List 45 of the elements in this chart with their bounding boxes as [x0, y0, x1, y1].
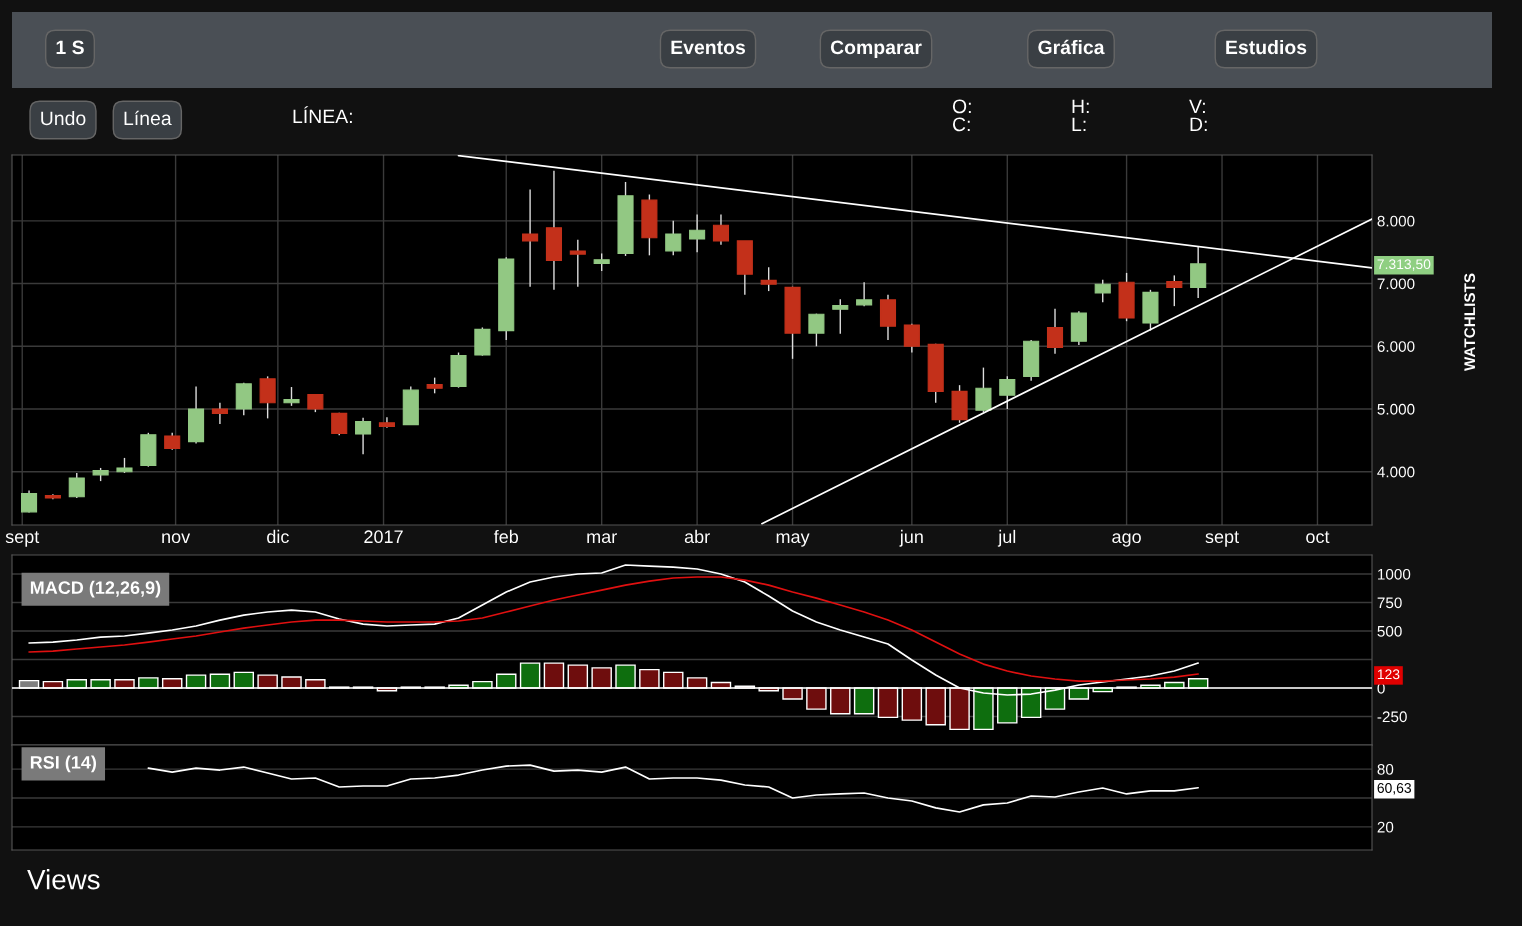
x-tick-label: ago — [1112, 533, 1141, 547]
x-tick-label: may — [776, 533, 810, 547]
y-tick-label: 1000 — [1378, 568, 1411, 580]
x-tick-label: sept — [1205, 531, 1239, 547]
text: C: — [952, 117, 970, 132]
y-tick-label: 4.000 — [1377, 466, 1415, 478]
y-tick-label: 5.000 — [1377, 403, 1415, 415]
x-tick-label: jul — [997, 529, 1016, 547]
x-tick-label: sept — [5, 531, 40, 547]
text: H: — [1072, 99, 1089, 114]
text: Gráfica — [1038, 39, 1105, 55]
y-tick-label: 123 — [1377, 669, 1400, 680]
y-tick-label: 500 — [1377, 625, 1402, 637]
y-tick-label: 20 — [1377, 821, 1394, 833]
y-tick-label: 750 — [1377, 597, 1402, 609]
text: V: — [1189, 99, 1205, 114]
text: RSI (14) — [30, 755, 97, 773]
y-tick-label: 7.313,50 — [1377, 259, 1431, 271]
text: Views — [27, 869, 100, 890]
text: D: — [1190, 117, 1207, 132]
x-tick-label: feb — [493, 529, 519, 544]
y-tick-label: 60,63 — [1377, 783, 1412, 795]
text: Comparar — [830, 40, 922, 59]
y-tick-label: 6.000 — [1377, 341, 1415, 352]
text: MACD (12,26,9) — [30, 580, 161, 598]
x-tick-label: abr — [684, 529, 710, 544]
y-tick-label: 80 — [1377, 763, 1394, 775]
y-tick-label: -250 — [1377, 711, 1407, 723]
y-tick-label: 8.000 — [1377, 215, 1415, 227]
text: WATCHLISTS — [1464, 273, 1476, 372]
x-tick-label: oct — [1306, 531, 1330, 544]
text: 1 S — [56, 40, 84, 55]
x-tick-label: 2017 — [364, 530, 403, 544]
text: L: — [1072, 117, 1086, 132]
y-tick-label: 7.000 — [1377, 278, 1415, 290]
x-tick-label: mar — [587, 533, 617, 544]
text: O: — [952, 99, 971, 114]
text: Eventos — [671, 40, 746, 55]
x-tick-label: dic — [267, 529, 289, 544]
text: Línea — [124, 110, 172, 126]
text: LÍNEA: — [293, 106, 352, 124]
x-tick-label: jun — [899, 529, 923, 547]
text: Undo — [41, 110, 86, 126]
text: Estudios — [1226, 39, 1307, 55]
x-tick-label: nov — [162, 533, 191, 544]
